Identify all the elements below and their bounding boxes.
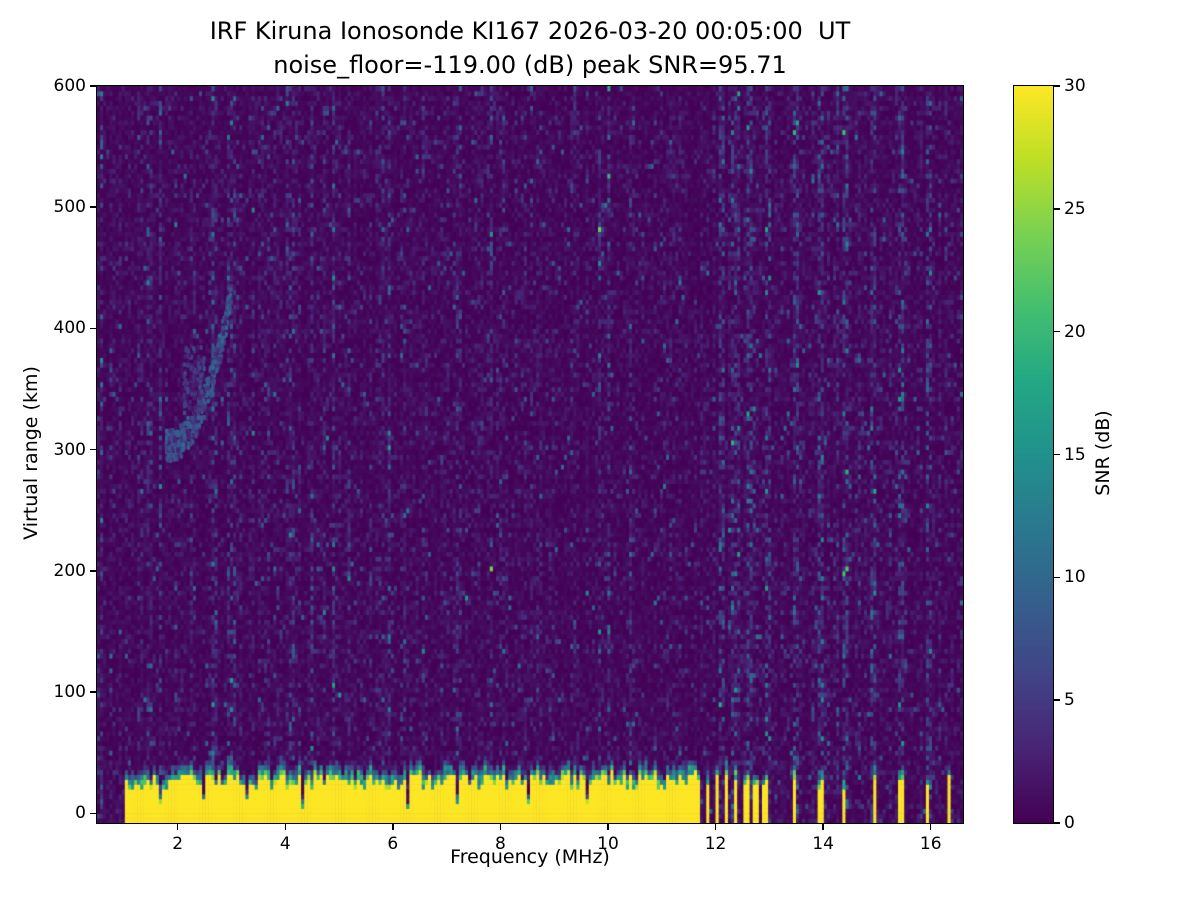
colorbar-tick-label: 0 — [1064, 813, 1075, 833]
x-tick-mark — [607, 824, 609, 830]
x-tick-label: 8 — [494, 834, 506, 854]
colorbar-tick-label: 5 — [1064, 690, 1075, 711]
y-tick-label: 0 — [75, 803, 86, 824]
x-tick-label: 6 — [387, 834, 399, 854]
y-tick-label: 100 — [53, 682, 86, 703]
colorbar-tick-mark — [1054, 576, 1060, 579]
colorbar-tick-mark — [1054, 699, 1060, 701]
y-tick-mark — [90, 570, 96, 572]
y-tick-mark — [90, 812, 96, 815]
colorbar-tick-mark — [1054, 822, 1060, 824]
x-tick-label: 12 — [704, 834, 727, 854]
x-tick-label: 10 — [597, 834, 619, 854]
heatmap-plot-area — [96, 85, 964, 824]
x-tick-mark — [714, 824, 717, 830]
colorbar-tick-label: 20 — [1064, 321, 1086, 342]
colorbar — [1013, 85, 1054, 824]
y-tick-label: 400 — [53, 318, 86, 339]
colorbar-tick-mark — [1054, 330, 1060, 333]
x-tick-label: 14 — [812, 834, 834, 854]
x-tick-mark — [284, 824, 286, 830]
colorbar-canvas — [1014, 86, 1053, 823]
y-tick-label: 600 — [53, 76, 86, 96]
y-tick-label: 300 — [53, 439, 86, 460]
x-tick-mark — [499, 824, 502, 830]
heatmap-canvas — [97, 86, 963, 823]
x-tick-mark — [822, 824, 824, 830]
colorbar-tick-label: 15 — [1064, 444, 1086, 465]
colorbar-tick-mark — [1054, 208, 1060, 210]
x-tick-mark — [929, 824, 932, 830]
y-tick-mark — [90, 327, 96, 330]
y-tick-mark — [90, 206, 96, 208]
y-tick-label: 200 — [53, 560, 86, 581]
y-tick-mark — [90, 448, 96, 451]
colorbar-tick-label: 30 — [1064, 76, 1086, 96]
x-axis-label: Frequency (MHz) — [450, 846, 610, 868]
x-tick-label: 4 — [279, 834, 291, 854]
x-tick-label: 16 — [919, 834, 942, 854]
x-tick-mark — [176, 824, 179, 830]
colorbar-tick-label: 25 — [1064, 198, 1086, 219]
y-tick-label: 500 — [53, 197, 86, 218]
y-tick-mark — [90, 85, 96, 87]
chart-subtitle: noise_floor=-119.00 (dB) peak SNR=95.71 — [273, 51, 787, 79]
chart-title: IRF Kiruna Ionosonde KI167 2026-03-20 00… — [209, 17, 851, 45]
colorbar-tick-mark — [1054, 453, 1060, 456]
y-tick-mark — [90, 691, 96, 693]
colorbar-tick-mark — [1054, 85, 1060, 87]
colorbar-tick-label: 10 — [1064, 567, 1086, 588]
x-tick-label: 2 — [172, 834, 184, 854]
x-tick-mark — [392, 824, 394, 830]
